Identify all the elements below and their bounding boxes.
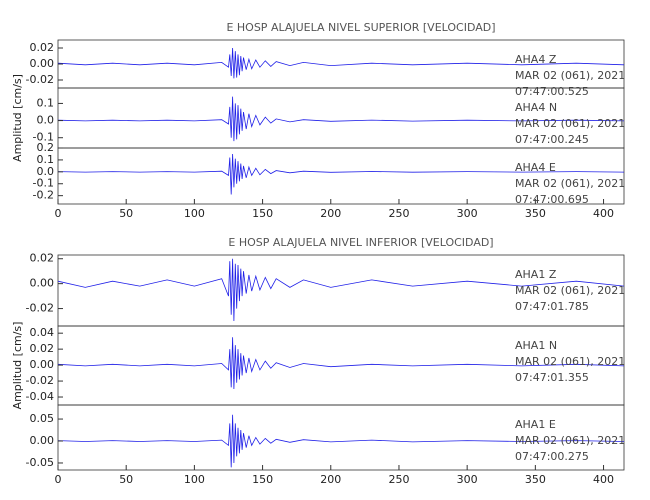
x-tick-label: 300 xyxy=(457,473,478,486)
y-tick-label: 0.05 xyxy=(30,412,55,425)
waveform xyxy=(57,414,625,468)
x-tick-label: 100 xyxy=(184,473,205,486)
station-annotation: AHA4 N xyxy=(515,101,557,114)
y-tick-label: 0.04 xyxy=(30,326,55,339)
x-tick-label: 250 xyxy=(388,207,409,220)
x-tick-label: 350 xyxy=(525,473,546,486)
x-tick-label: 200 xyxy=(320,207,341,220)
y-tick-label: -0.02 xyxy=(26,374,54,387)
y-tick-label: 0.02 xyxy=(30,342,55,355)
waveform xyxy=(57,96,625,142)
x-tick-label: 350 xyxy=(525,207,546,220)
station-annotation: 07:47:00.245 xyxy=(515,133,589,146)
station-annotation: MAR 02 (061), 2021 xyxy=(515,355,625,368)
x-tick-label: 150 xyxy=(252,207,273,220)
station-annotation: MAR 02 (061), 2021 xyxy=(515,117,625,130)
station-annotation: AHA1 E xyxy=(515,418,556,431)
y-tick-label: -0.02 xyxy=(26,302,54,315)
x-tick-label: 300 xyxy=(457,207,478,220)
x-tick-label: 0 xyxy=(55,473,62,486)
x-tick-label: 150 xyxy=(252,473,273,486)
y-tick-label: -0.1 xyxy=(33,131,54,144)
y-tick-label: -0.02 xyxy=(26,73,54,86)
waveform xyxy=(57,337,625,390)
y-tick-label: -0.1 xyxy=(33,177,54,190)
station-annotation: 07:47:00.525 xyxy=(515,85,589,98)
y-tick-label: 0.1 xyxy=(37,96,55,109)
x-tick-label: 50 xyxy=(119,207,133,220)
y-tick-label: -0.05 xyxy=(26,456,54,469)
x-tick-label: 0 xyxy=(55,207,62,220)
y-tick-label: -0.2 xyxy=(33,189,54,202)
station-annotation: AHA4 Z xyxy=(515,53,557,66)
y-axis-label: Amplitud [cm/s] xyxy=(11,322,24,410)
waveform xyxy=(57,258,625,322)
y-tick-label: 0.00 xyxy=(30,57,55,70)
x-tick-label: 200 xyxy=(320,473,341,486)
x-tick-label: 100 xyxy=(184,207,205,220)
y-tick-label: -0.04 xyxy=(26,390,54,403)
station-annotation: AHA1 N xyxy=(515,339,557,352)
station-annotation: MAR 02 (061), 2021 xyxy=(515,69,625,82)
panel-frame xyxy=(57,404,625,471)
station-annotation: MAR 02 (061), 2021 xyxy=(515,177,625,190)
waveform xyxy=(57,47,625,79)
y-tick-label: 0.00 xyxy=(30,277,55,290)
x-tick-label: 400 xyxy=(593,207,614,220)
y-tick-label: 0.02 xyxy=(30,41,55,54)
panel-title: E HOSP ALAJUELA NIVEL INFERIOR [VELOCIDA… xyxy=(228,236,493,249)
waveform xyxy=(57,153,625,195)
station-annotation: 07:47:00.695 xyxy=(515,193,589,206)
y-axis-label: Amplitud [cm/s] xyxy=(11,74,24,162)
y-tick-label: 0.2 xyxy=(37,141,55,154)
y-tick-label: 0.02 xyxy=(30,252,55,265)
station-annotation: 07:47:01.785 xyxy=(515,300,589,313)
panel-title: E HOSP ALAJUELA NIVEL SUPERIOR [VELOCIDA… xyxy=(226,21,495,34)
panel-frame xyxy=(57,147,625,205)
station-annotation: 07:47:00.275 xyxy=(515,450,589,463)
y-tick-label: 0.00 xyxy=(30,434,55,447)
station-annotation: MAR 02 (061), 2021 xyxy=(515,434,625,447)
y-tick-label: 0.0 xyxy=(37,165,55,178)
station-annotation: 07:47:01.355 xyxy=(515,371,589,384)
x-tick-label: 250 xyxy=(388,473,409,486)
y-tick-label: 0.1 xyxy=(37,153,55,166)
y-tick-label: 0.0 xyxy=(37,114,55,127)
station-annotation: MAR 02 (061), 2021 xyxy=(515,284,625,297)
y-tick-label: 0.00 xyxy=(30,358,55,371)
station-annotation: AHA1 Z xyxy=(515,268,557,281)
x-tick-label: 50 xyxy=(119,473,133,486)
station-annotation: AHA4 E xyxy=(515,161,556,174)
x-tick-label: 400 xyxy=(593,473,614,486)
